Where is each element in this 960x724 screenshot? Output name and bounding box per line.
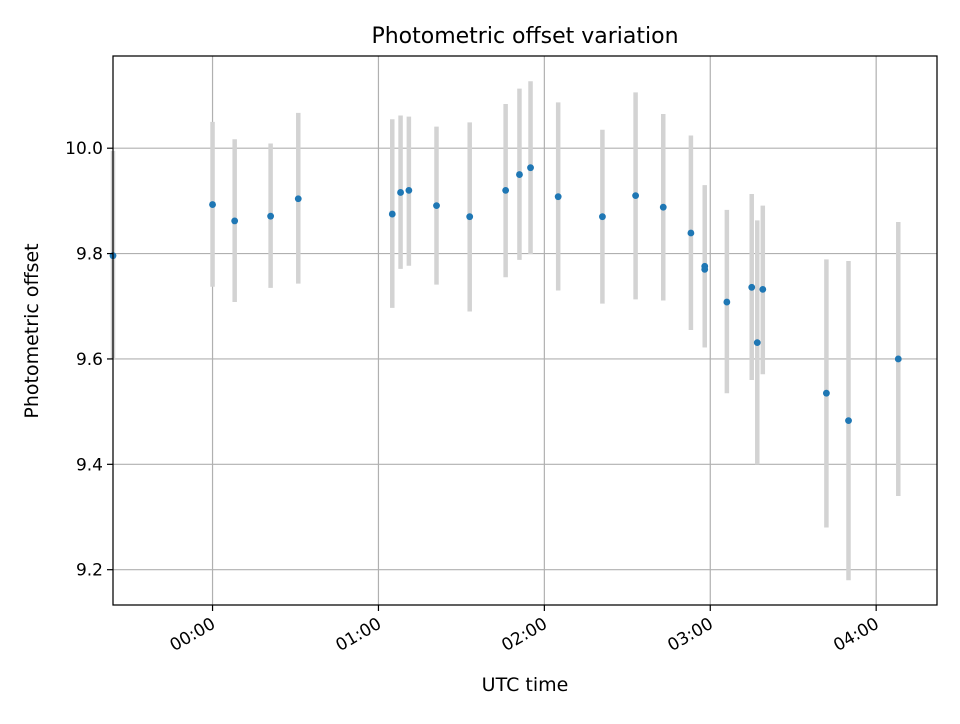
data-point (659, 203, 667, 211)
data-point (294, 195, 302, 203)
data-point (516, 171, 523, 178)
data-point (687, 229, 695, 237)
data-point (759, 286, 767, 293)
x-axis-label: UTC time (482, 674, 569, 696)
data-point (632, 192, 640, 200)
data-point (894, 355, 902, 363)
data-point (753, 339, 761, 347)
data-point (527, 164, 534, 172)
data-point (231, 217, 239, 225)
data-point (701, 265, 709, 273)
y-tick-label: 9.8 (76, 245, 103, 265)
y-tick-label: 9.4 (76, 455, 103, 475)
y-tick-label: 9.6 (76, 350, 103, 370)
data-point (502, 186, 510, 194)
data-point (554, 193, 562, 201)
data-point (599, 213, 606, 221)
plot-frame (112, 55, 938, 606)
data-point (822, 389, 830, 397)
y-tick-label: 10.0 (65, 139, 103, 159)
data-point (267, 212, 275, 220)
data-point (209, 201, 216, 208)
point-layer (109, 164, 902, 424)
data-point (748, 283, 756, 291)
y-tick-label: 9.2 (76, 561, 103, 581)
chart-title: Photometric offset variation (371, 24, 678, 49)
data-point (388, 210, 396, 218)
data-point (466, 213, 474, 221)
data-point (397, 189, 404, 196)
y-axis-label: Photometric offset (21, 243, 43, 418)
data-point (433, 202, 440, 210)
grid-layer (113, 56, 937, 605)
data-point (723, 298, 731, 306)
data-point (845, 417, 852, 424)
data-point (405, 186, 413, 194)
